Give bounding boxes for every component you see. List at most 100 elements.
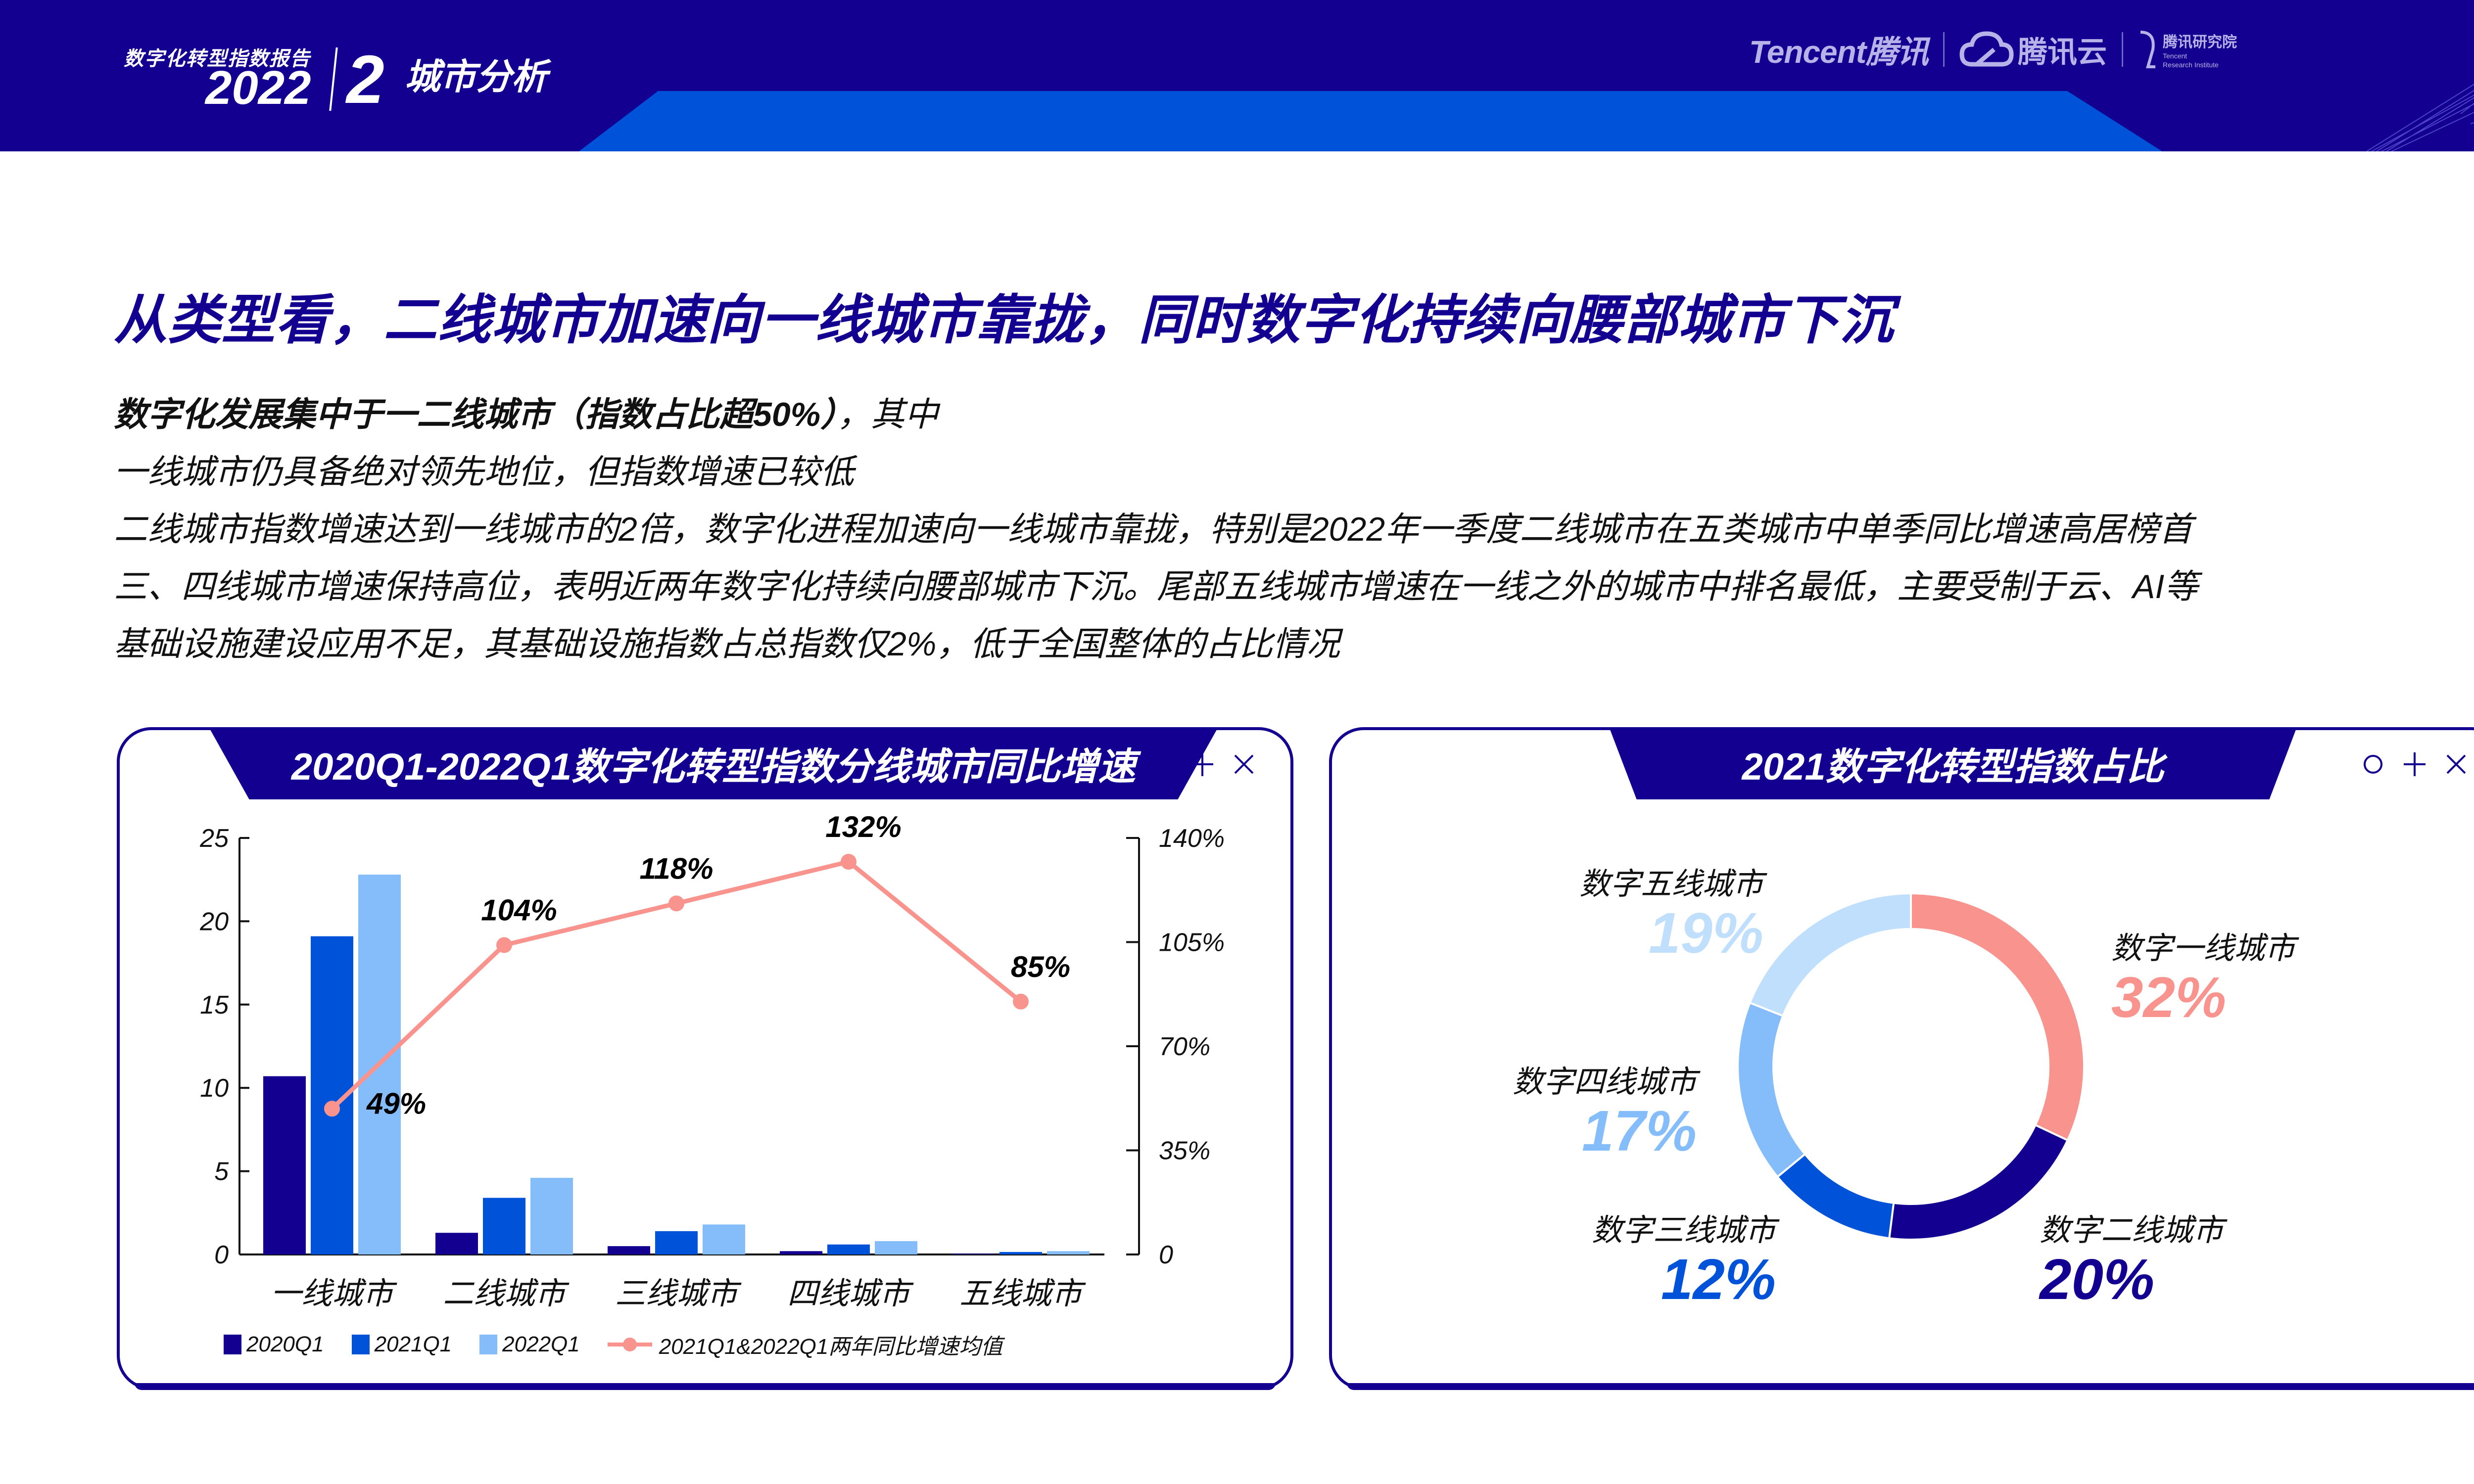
donut-label: 数字五线城市 19%	[1579, 859, 1763, 964]
growth-chart-panel: 2020Q1-2022Q1数字化转型指数分线城市同比增速 0 5 10 15 20 25 0…	[117, 727, 1293, 1390]
body-line: 三、四线城市增速保持高位，表明近两年数字化持续向腰部城市下沉。尾部五线城市增速在…	[114, 568, 2198, 605]
bar-2020Q1	[608, 1246, 650, 1254]
circle-icon[interactable]	[2361, 751, 2385, 778]
bar-2020Q1	[435, 1233, 478, 1254]
left-axis-tick-label: 10	[200, 1074, 229, 1103]
left-axis-tick-label: 25	[199, 824, 229, 853]
donut-category-name: 数字二线城市	[2040, 1213, 2224, 1248]
tencent-cloud-logo: 腾讯云	[1959, 28, 2107, 71]
donut-category-name: 数字一线城市	[2111, 931, 2296, 966]
line-data-label: 49%	[366, 1087, 426, 1120]
donut-percent: 32%	[2111, 965, 2227, 1029]
legend-item: 2020Q1	[224, 1332, 324, 1357]
circle-icon[interactable]	[1149, 751, 1173, 778]
close-icon[interactable]	[2444, 751, 2468, 778]
panel-title: 2020Q1-2022Q1数字化转型指数分线城市同比增速	[209, 727, 1218, 799]
line-data-label: 85%	[1011, 950, 1070, 983]
plus-icon[interactable]	[1190, 751, 1214, 778]
line-point	[496, 937, 512, 953]
donut-segment	[1910, 892, 2085, 1142]
report-header: 数字化转型指数报告 2022 2 城市分析 Tencent腾讯 腾讯云 腾讯研究…	[0, 0, 2474, 151]
category-label: 一线城市	[271, 1277, 397, 1311]
legend-label: 2022Q1	[502, 1332, 580, 1356]
page-headline: 从类型看，二线城市加速向一线城市靠拢，同时数字化持续向腰部城市下沉	[114, 290, 1894, 350]
bar-line-chart: 0 5 10 15 20 25 0 35% 70% 105% 140% 一线城市 二线城市 三线城市 四线城…	[199, 810, 1225, 1311]
legend-label: 2021Q1	[374, 1332, 452, 1356]
legend-label: 2020Q1	[246, 1332, 324, 1356]
bar-2021Q1	[483, 1198, 525, 1254]
body-line: 一线城市仍具备绝对领先地位，但指数增速已较低	[114, 453, 855, 491]
bar-2022Q1	[875, 1241, 917, 1254]
chapter-name: 城市分析	[405, 57, 548, 97]
train-line-art-decoration	[2366, 84, 2474, 151]
header-divider	[329, 47, 338, 111]
donut-percent: 20%	[2040, 1247, 2155, 1311]
donut-segment	[1748, 892, 1912, 1018]
donut-percent: 17%	[1581, 1099, 1697, 1163]
bar-2020Q1	[780, 1251, 822, 1254]
research-institute-name: 腾讯研究院	[2163, 34, 2237, 50]
line-legend-marker	[607, 1338, 652, 1351]
line-point	[841, 854, 856, 870]
bar-2021Q1	[999, 1252, 1042, 1254]
body-line: 基础设施建设应用不足，其基础设施指数占总指数仅2%，低于全国整体的占比情况	[114, 625, 1340, 663]
logo-divider	[1943, 32, 1945, 67]
chapter-number: 2	[346, 42, 384, 118]
bar-2020Q1	[952, 1253, 995, 1254]
bar-2022Q1	[530, 1178, 573, 1254]
donut-category-name: 数字五线城市	[1579, 867, 1764, 901]
window-controls	[1149, 751, 1256, 778]
left-axis-tick-label: 0	[214, 1241, 229, 1269]
donut-chart	[1737, 892, 2085, 1241]
lead-paragraph: 数字化发展集中于一二线城市（指数占比超50%），其中	[114, 386, 2474, 443]
partner-logos: Tencent腾讯 腾讯云 腾讯研究院 Tencent Research Ins…	[1749, 25, 2237, 74]
donut-label: 数字二线城市 20%	[2040, 1205, 2224, 1310]
line-data-label: 118%	[639, 852, 713, 885]
right-axis-tick-label: 0	[1159, 1241, 1173, 1269]
right-axis-tick-label: 105%	[1159, 928, 1225, 957]
left-axis-tick-label: 5	[214, 1158, 229, 1186]
bar-2022Q1	[1047, 1251, 1090, 1254]
category-label: 四线城市	[787, 1277, 914, 1311]
plus-icon[interactable]	[2403, 751, 2426, 778]
line-point	[1013, 993, 1029, 1010]
donut-label: 数字三线城市 12%	[1592, 1205, 1776, 1310]
donut-percent: 19%	[1648, 901, 1764, 965]
report-title: 数字化转型指数报告	[124, 48, 311, 70]
line-data-label: 104%	[481, 894, 557, 927]
bar-2022Q1	[703, 1224, 745, 1254]
window-controls	[2361, 751, 2468, 778]
body-line: 二线城市指数增速达到一线城市的2倍，数字化进程加速向一线城市靠拢，特别是2022…	[114, 510, 2193, 548]
legend-item: 2021Q1	[351, 1332, 452, 1357]
left-axis-tick-label: 15	[200, 991, 229, 1020]
donut-segment	[1737, 1001, 1807, 1178]
legend-label: 2021Q1&2022Q1两年同比增速均值	[659, 1335, 1003, 1359]
tencent-logo: Tencent腾讯	[1749, 34, 1929, 70]
donut-label: 数字一线城市 32%	[2111, 923, 2295, 1028]
lead-rest: ，其中	[837, 396, 939, 433]
legend-swatch	[351, 1335, 370, 1354]
category-label: 五线城市	[959, 1277, 1086, 1311]
share-chart-panel: 2021数字化转型指数占比 数字一线城市 32% 数字二线城市 20% 数字三线城市 12…	[1329, 727, 2474, 1390]
legend-item: 2022Q1	[479, 1332, 580, 1357]
left-axis-tick-label: 20	[199, 907, 229, 936]
bar-2020Q1	[263, 1076, 306, 1254]
bar-2021Q1	[827, 1244, 870, 1254]
research-institute-en-2: Research Institute	[2163, 61, 2219, 69]
category-label: 三线城市	[615, 1277, 742, 1311]
lead-bold: 数字化发展集中于一二线城市（指数占比超50%）	[114, 396, 838, 433]
category-label: 二线城市	[443, 1277, 570, 1311]
line-point	[324, 1101, 340, 1117]
legend-swatch	[224, 1335, 241, 1354]
bar-2021Q1	[655, 1231, 698, 1254]
panel-title: 2021数字化转型指数占比	[1609, 727, 2297, 799]
close-icon[interactable]	[1232, 751, 1256, 778]
research-institute-icon	[2140, 31, 2155, 68]
legend-item: 2021Q1&2022Q1两年同比增速均值	[607, 1329, 1003, 1360]
legend-swatch	[479, 1335, 498, 1354]
cloud-icon	[1959, 31, 2014, 67]
tencent-cloud-text: 腾讯云	[2018, 35, 2107, 69]
report-year: 2022	[205, 61, 311, 114]
header-accent-band	[579, 91, 2162, 151]
body-text: 数字化发展集中于一二线城市（指数占比超50%），其中 一线城市仍具备绝对领先地位…	[114, 386, 2474, 673]
